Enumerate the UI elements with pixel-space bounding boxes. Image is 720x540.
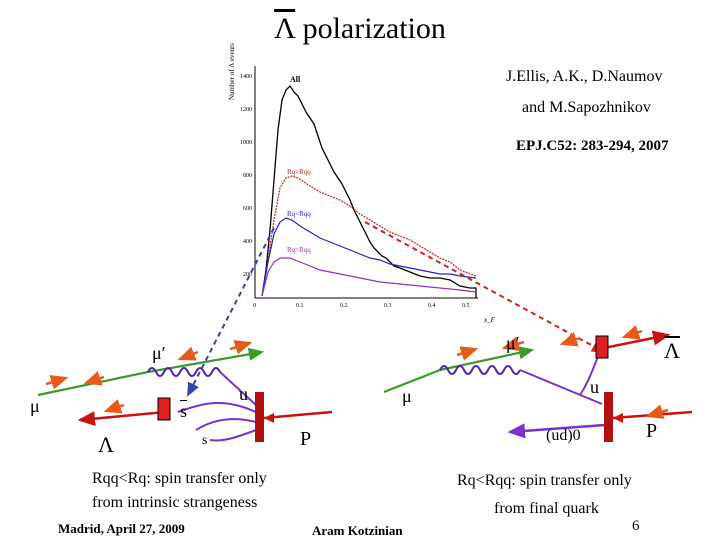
hist-label-rq-eq-rqq: Rq=Rqq xyxy=(287,246,311,254)
footer-center: Aram Kotzinian xyxy=(312,523,403,538)
hist-y-ticks: 1400 1200 1000 800 600 400 200 xyxy=(240,74,252,278)
hist-curve-all xyxy=(261,84,477,298)
spin-arrow-icon xyxy=(501,336,525,351)
left-proton-bar xyxy=(255,392,264,442)
left-lambda-track xyxy=(77,410,166,427)
spin-arrow-icon xyxy=(621,325,643,340)
left-caption-line1: Rqq<Rq: spin transfer only xyxy=(92,470,267,487)
right-photon-line xyxy=(439,365,521,375)
left-proton-label: P xyxy=(300,428,312,450)
left-muon-in-line xyxy=(37,370,149,397)
left-mu-in-label: μ xyxy=(30,396,40,416)
footer-left: Madrid, April 27, 2009 xyxy=(58,521,185,536)
right-lambda-bar-label: Λ xyxy=(664,338,680,363)
hist-xtick: 0.5 xyxy=(462,303,470,309)
dashed-pointer-left xyxy=(187,227,275,397)
spin-arrow-icon xyxy=(456,346,479,361)
left-s-curve xyxy=(209,429,257,442)
left-s-line xyxy=(195,418,257,431)
right-diquark-label: (ud)0 xyxy=(546,427,581,444)
hist-ytick: 1400 xyxy=(240,74,252,80)
right-mu-in-label: μ xyxy=(402,386,412,406)
title-text: polarization xyxy=(295,12,446,45)
hist-x-ticks: 0 0.1 0.2 0.3 0.4 0.5 xyxy=(253,303,470,309)
hist-ytick: 600 xyxy=(243,206,252,212)
right-diquark-line xyxy=(507,423,606,439)
hist-ylabel: Number of Λ events xyxy=(228,43,236,100)
hist-ytick: 1000 xyxy=(240,140,252,146)
left-quark-u-line xyxy=(219,371,257,406)
spin-arrow-icon xyxy=(229,340,253,355)
spin-arrow-icon xyxy=(177,346,199,361)
left-photon-line xyxy=(147,367,221,377)
right-proton-bar xyxy=(604,392,613,442)
right-quark-u-line xyxy=(519,369,603,405)
hist-xtick: 0 xyxy=(253,303,256,309)
spin-arrow-icon xyxy=(45,375,69,390)
right-caption-line2: from final quark xyxy=(494,500,599,517)
reference: EPJ.C52: 283-294, 2007 xyxy=(516,138,669,154)
hist-xtick: 0.4 xyxy=(428,303,436,309)
histogram: Number of Λ events 1400 1200 1000 800 60… xyxy=(228,43,496,324)
hist-xtick: 0.2 xyxy=(340,303,348,309)
left-proton-line xyxy=(263,410,333,420)
right-lambda-box xyxy=(595,335,609,359)
authors-line1: J.Ellis, A.K., D.Naumov xyxy=(506,68,663,85)
spin-arrow-icon xyxy=(559,332,581,347)
spin-arrow-icon xyxy=(83,371,105,386)
left-lambda-label: Λ xyxy=(98,432,114,457)
hist-ytick: 400 xyxy=(243,239,252,245)
left-mu-out-label: μ′ xyxy=(152,343,166,363)
hist-label-rq-lt-rqq: Rq<Rqq xyxy=(287,210,311,218)
right-muon-out-line xyxy=(439,346,535,372)
right-quark-u-label: u xyxy=(590,377,599,397)
left-proton-arrow-icon xyxy=(264,413,274,423)
hist-ytick: 1200 xyxy=(240,107,252,113)
right-feynman-diagram xyxy=(383,325,693,442)
hist-label-rq-gt-rqq: Rq>Rqq xyxy=(287,168,311,176)
right-proton-label: P xyxy=(646,420,658,442)
right-lambda-bar-track xyxy=(603,330,671,350)
title-lambda-bar: Λ xyxy=(274,12,296,45)
right-proton-arrow-icon xyxy=(613,413,623,423)
hist-xlabel: x_F xyxy=(483,316,496,324)
hist-curve-rq-gt-rqq xyxy=(261,175,477,297)
hist-xtick: 0.1 xyxy=(296,303,304,309)
hist-xtick: 0.3 xyxy=(384,303,392,309)
left-feynman-diagram xyxy=(37,340,333,442)
spin-arrow-icon xyxy=(645,404,669,419)
slide-title: Λ polarization xyxy=(0,12,720,46)
left-sbar-line xyxy=(177,402,257,413)
authors-line2: and M.Sapozhnikov xyxy=(522,99,651,116)
left-quark-u-label: u xyxy=(239,384,248,404)
right-muon-in-line xyxy=(383,368,441,394)
hist-ytick: 200 xyxy=(243,272,252,278)
dashed-pointer-right xyxy=(364,221,606,353)
left-quark-sbar-label: s xyxy=(180,401,188,421)
spin-arrow-icon xyxy=(103,399,125,414)
right-caption-line1: Rq<Rqq: spin transfer only xyxy=(457,472,632,489)
left-lambda-box xyxy=(157,397,171,421)
hist-ytick: 800 xyxy=(243,173,252,179)
hist-curve-rq-lt-rqq xyxy=(261,217,477,297)
left-quark-s-label: s xyxy=(202,433,208,448)
hist-curve-rq-eq-rqq xyxy=(261,257,477,297)
page-number: 6 xyxy=(632,518,640,534)
right-mu-out-label: μ′ xyxy=(506,333,520,353)
left-caption-line2: from intrinsic strangeness xyxy=(92,494,258,511)
hist-label-all: All xyxy=(290,75,301,84)
